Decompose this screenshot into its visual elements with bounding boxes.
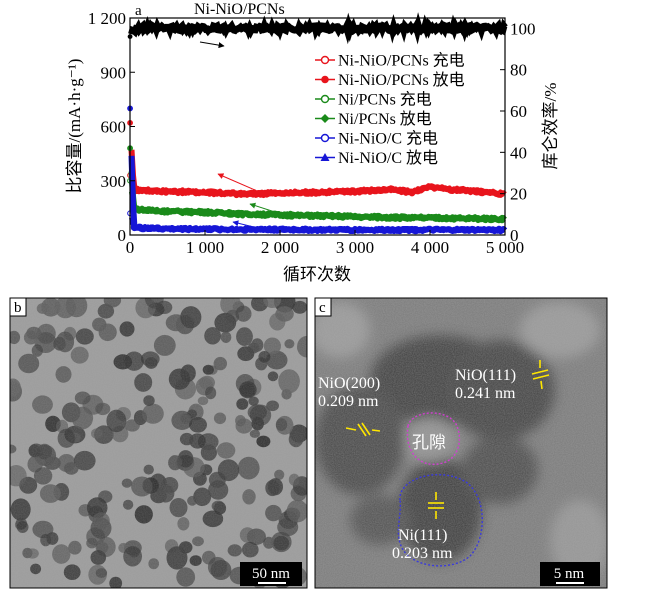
legend-marker-0 <box>320 55 330 65</box>
hrtem-image-c: c 孔隙 NiO(200) 0.209 nm NiO(111) 0.241 nm… <box>314 297 608 589</box>
ce-point-1 <box>129 28 135 33</box>
yl-tick-label-0: 0 <box>118 226 127 245</box>
yl-tick-label-1: 300 <box>101 172 127 191</box>
series-5-point-1 <box>130 224 137 231</box>
niO111-label: NiO(111) <box>455 367 516 384</box>
legend-label-3: Ni/PCNs 放电 <box>338 110 432 128</box>
pore-outline <box>406 412 461 466</box>
yl-tick-label-2: 600 <box>101 118 127 137</box>
ni111-spacing: 0.203 nm <box>392 545 453 562</box>
series-1-band <box>128 149 507 199</box>
yl-tick-label-3: 900 <box>101 63 127 82</box>
niO111-spacing: 0.241 nm <box>455 385 516 402</box>
arrow-green <box>249 202 279 214</box>
y-axis-right-title: 库仑效率/% <box>541 83 560 170</box>
legend-entry-5: Ni-NiO/C 放电 <box>315 149 438 167</box>
arrow-red <box>217 173 256 191</box>
pore-label: 孔隙 <box>412 433 446 452</box>
ce-band <box>128 12 508 45</box>
x-tick-label-0: 0 <box>126 238 135 257</box>
x-tick-label-3: 3 000 <box>336 238 374 257</box>
yr-tick-label-1: 20 <box>510 185 527 204</box>
legend-label-5: Ni-NiO/C 放电 <box>338 149 438 167</box>
series-5-band <box>128 155 508 235</box>
niO200-label: NiO(200) <box>318 375 380 392</box>
series-5-point-2 <box>142 225 148 232</box>
niO200-spacing: 0.209 nm <box>318 393 379 410</box>
scale-bar-label-b: 50 nm <box>252 566 290 582</box>
legend-marker-3 <box>320 114 330 123</box>
coulombic-efficiency-series <box>127 12 508 45</box>
yr-tick-label-3: 60 <box>510 102 527 121</box>
ni-region-outline <box>397 473 483 567</box>
x-tick-label-4: 4 000 <box>411 238 449 257</box>
arrow-blue <box>232 220 259 229</box>
yr-tick-label-0: 0 <box>510 226 519 245</box>
chart-title: Ni-NiO/PCNs <box>194 1 285 18</box>
x-tick-label-1: 1 000 <box>186 238 224 257</box>
legend-label-0: Ni-NiO/PCNs 充电 <box>338 52 465 70</box>
legend-label-1: Ni-NiO/PCNs 放电 <box>338 71 465 89</box>
yl-tick-label-4: 1 200 <box>88 9 126 28</box>
x-axis-title: 循环次数 <box>283 265 351 284</box>
yr-tick-label-4: 80 <box>510 61 527 80</box>
arrow-ce <box>199 41 225 49</box>
legend-marker-5 <box>320 153 330 161</box>
yr-tick-label-5: 100 <box>510 19 536 38</box>
legend-entry-2: Ni/PCNs 充电 <box>315 91 432 109</box>
plot-frame <box>129 17 506 236</box>
ce-point-2 <box>135 25 140 31</box>
x-tick-label-5: 5 000 <box>486 238 524 257</box>
legend-marker-4 <box>320 133 330 143</box>
series-5 <box>127 105 508 235</box>
legend-entry-1: Ni-NiO/PCNs 放电 <box>315 71 465 89</box>
y-axis-left-ticks: 0 300 600 900 1 200 <box>88 9 135 245</box>
tem-image-b: b 50 nm <box>9 297 308 589</box>
legend-entry-0: Ni-NiO/PCNs 充电 <box>315 52 465 70</box>
legend-entry-3: Ni/PCNs 放电 <box>315 110 432 128</box>
lattice-marker-niO200 <box>345 422 381 437</box>
panel-label-a: a <box>135 3 142 19</box>
legend-label-4: Ni-NiO/C 充电 <box>338 130 438 148</box>
series-1-point-2 <box>142 187 148 194</box>
legend-marker-1 <box>321 75 329 84</box>
lattice-marker-niO111 <box>531 360 550 390</box>
panel-label-c: c <box>319 300 326 316</box>
x-axis-ticks: 0 1 000 2 000 3 000 4 000 5 000 <box>126 230 524 257</box>
y-axis-left-title: 比容量/(mA·h·g⁻¹) <box>65 59 84 194</box>
y-axis-right-ticks: 0 20 40 60 80 100 <box>500 19 536 245</box>
ni111-label: Ni(111) <box>398 527 447 544</box>
yr-tick-label-2: 40 <box>510 143 527 162</box>
plot-data <box>127 12 508 235</box>
panel-label-b: b <box>14 300 22 316</box>
legend-entry-4: Ni-NiO/C 充电 <box>315 130 438 148</box>
legend-marker-2 <box>320 94 330 104</box>
x-tick-label-2: 2 000 <box>261 238 299 257</box>
series-3-band <box>128 171 507 224</box>
series-3-point-2 <box>142 207 148 214</box>
lattice-marker-ni111 <box>428 492 444 519</box>
scale-bar-label-c: 5 nm <box>554 566 585 582</box>
legend-label-2: Ni/PCNs 充电 <box>338 91 432 109</box>
